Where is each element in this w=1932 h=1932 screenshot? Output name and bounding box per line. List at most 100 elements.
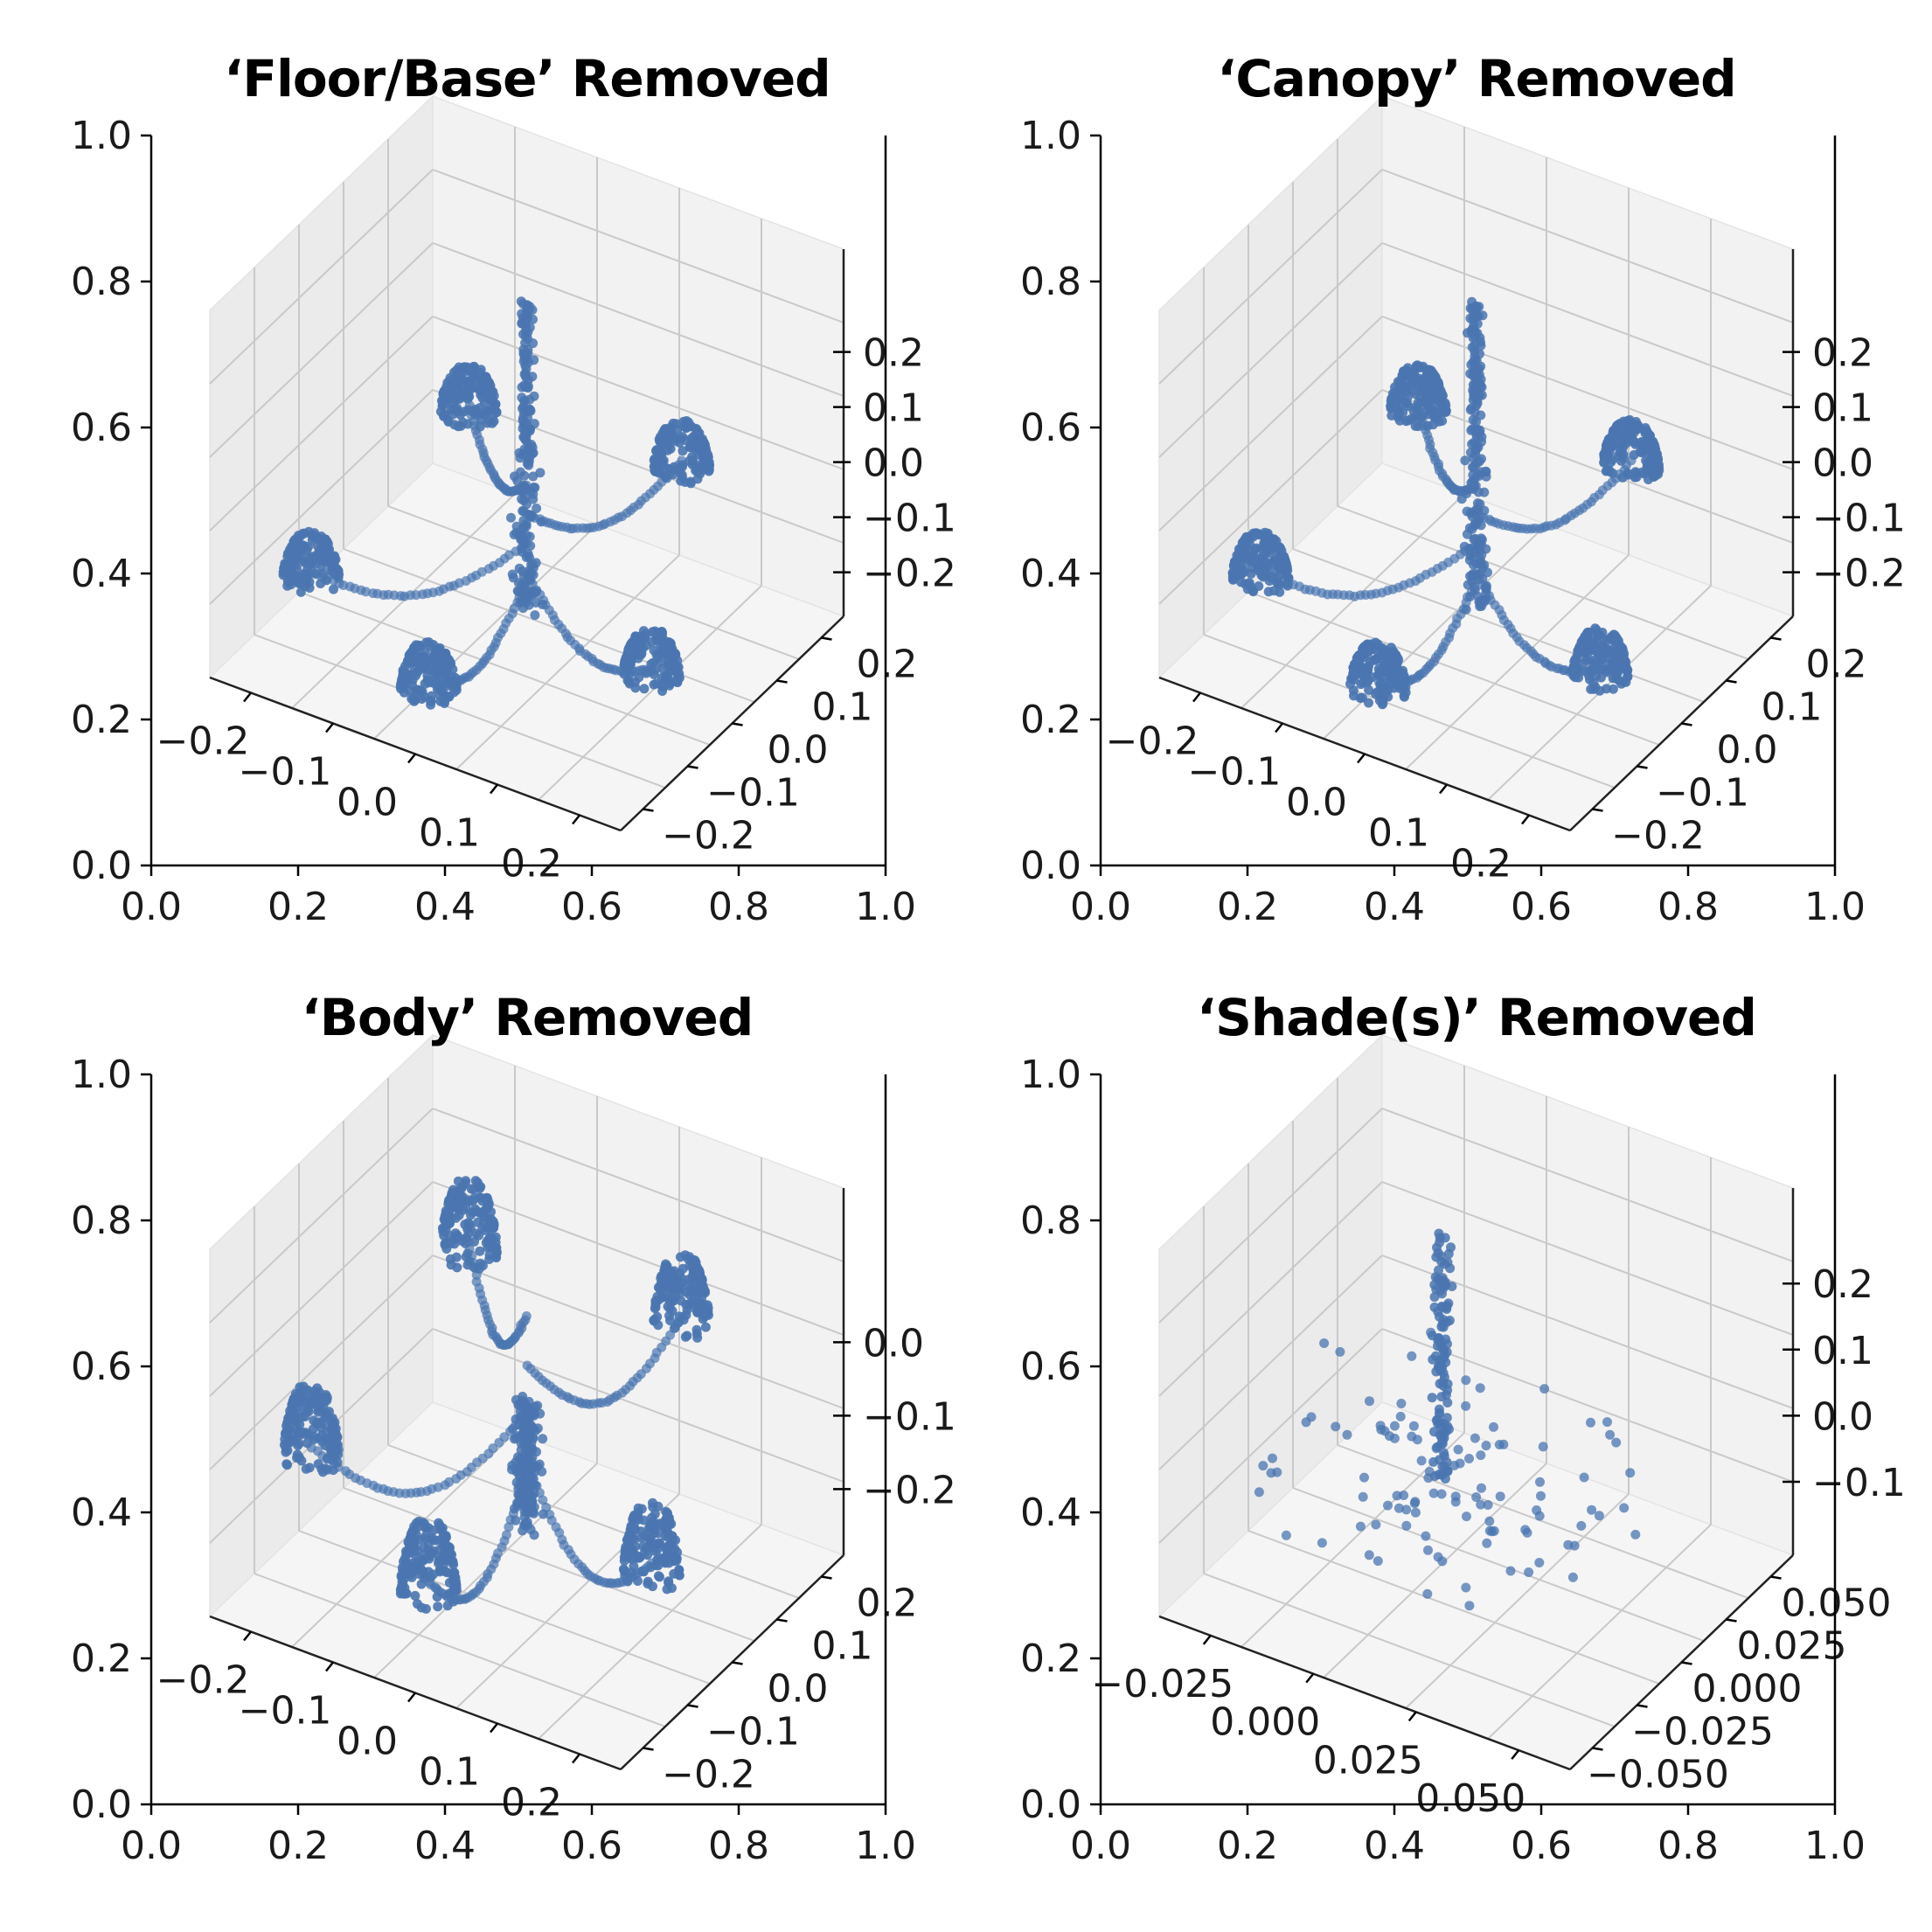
y3d-tick-label: 0.025 bbox=[1737, 1624, 1847, 1669]
x3d-axis-line bbox=[1158, 1615, 1571, 1771]
data-point bbox=[1461, 1400, 1471, 1411]
data-point bbox=[1364, 685, 1374, 695]
y3d-tick-label: 0.2 bbox=[857, 1581, 918, 1626]
data-point bbox=[475, 1246, 485, 1256]
data-point bbox=[1242, 584, 1253, 594]
y3d-tick-mark bbox=[821, 636, 832, 641]
data-point bbox=[660, 1261, 671, 1271]
data-point bbox=[442, 1601, 453, 1611]
outer-x-tick-label: 0.6 bbox=[561, 885, 622, 929]
data-point bbox=[1387, 664, 1398, 674]
data-point bbox=[1393, 405, 1403, 414]
data-point bbox=[688, 1290, 698, 1301]
data-point bbox=[282, 548, 293, 559]
data-point bbox=[1475, 499, 1485, 510]
outer-y-tick-label: 0.0 bbox=[71, 844, 132, 888]
data-point bbox=[1435, 386, 1446, 396]
y3d-tick-mark bbox=[1770, 636, 1782, 641]
y3d-tick-label: 0.050 bbox=[1782, 1581, 1892, 1626]
floor-gridline bbox=[1247, 1530, 1660, 1685]
outer-y-tick-label: 1.0 bbox=[71, 1053, 132, 1097]
data-point bbox=[1349, 691, 1359, 701]
data-point bbox=[1231, 556, 1241, 566]
back-gridline bbox=[1381, 1254, 1794, 1409]
data-point bbox=[1425, 365, 1435, 375]
data-point bbox=[1433, 1307, 1443, 1317]
floor-gridline bbox=[343, 548, 755, 703]
z3d-tick-label: 0.1 bbox=[1812, 386, 1873, 431]
data-point bbox=[522, 314, 532, 323]
data-point bbox=[1421, 377, 1431, 387]
data-point bbox=[1475, 537, 1485, 547]
data-point bbox=[534, 1459, 545, 1470]
chart-panel-3: −0.2−0.10.00.10.2−0.2−0.10.00.10.2−0.2−0… bbox=[71, 988, 956, 1868]
outer-y-tick-label: 1.0 bbox=[71, 114, 132, 158]
data-point bbox=[1438, 1428, 1449, 1439]
outer-x-tick-label: 0.2 bbox=[1217, 885, 1278, 929]
data-point bbox=[487, 387, 497, 398]
data-point bbox=[441, 1209, 451, 1220]
data-point bbox=[409, 1521, 420, 1532]
y3d-tick-mark bbox=[821, 1575, 832, 1580]
data-point bbox=[1364, 1550, 1374, 1560]
data-point bbox=[1374, 671, 1384, 681]
x3d-tick-label: −0.1 bbox=[239, 1689, 332, 1734]
data-point bbox=[479, 398, 490, 408]
y3d-tick-label: 0.000 bbox=[1692, 1667, 1803, 1712]
back-gridline bbox=[1381, 316, 1794, 470]
data-point bbox=[313, 550, 323, 560]
data-point bbox=[1471, 1492, 1482, 1502]
data-point bbox=[643, 1579, 653, 1589]
data-point bbox=[399, 1556, 408, 1567]
data-point bbox=[295, 548, 305, 559]
back-gridline bbox=[1381, 389, 1794, 544]
data-point bbox=[1421, 1531, 1431, 1541]
data-point bbox=[524, 1472, 533, 1482]
data-point bbox=[1257, 556, 1268, 566]
x3d-tick-mark bbox=[490, 783, 498, 795]
y3d-tick-mark bbox=[776, 1618, 788, 1623]
data-point bbox=[1596, 664, 1607, 675]
data-point bbox=[1494, 1440, 1505, 1449]
data-point bbox=[676, 476, 686, 486]
left-gridline bbox=[209, 169, 434, 385]
data-point bbox=[687, 455, 698, 465]
data-point bbox=[440, 1536, 450, 1546]
outer-y-tick-label: 0.6 bbox=[71, 406, 132, 450]
back-gridline bbox=[1381, 242, 1794, 397]
data-point bbox=[518, 523, 529, 533]
data-point bbox=[530, 610, 540, 621]
x3d-tick-label: 0.1 bbox=[1368, 811, 1429, 856]
data-point bbox=[664, 1552, 674, 1562]
data-point bbox=[407, 680, 417, 691]
z3d-tick-label: 0.1 bbox=[863, 386, 924, 431]
data-point bbox=[1435, 1455, 1444, 1465]
z3d-tick-label: 0.0 bbox=[1812, 1394, 1873, 1439]
floor-gridline bbox=[1203, 1573, 1616, 1727]
data-point bbox=[618, 1564, 629, 1574]
data-point bbox=[1602, 1417, 1612, 1428]
y3d-tick-mark bbox=[643, 1747, 654, 1751]
data-point bbox=[1429, 1292, 1440, 1303]
chart-title: ‘Floor/Base’ Removed bbox=[224, 49, 830, 108]
data-point bbox=[445, 1254, 455, 1264]
data-point bbox=[448, 405, 458, 415]
data-point bbox=[1465, 405, 1476, 415]
data-point bbox=[1407, 1351, 1417, 1361]
data-point bbox=[664, 680, 675, 691]
data-point bbox=[521, 322, 532, 331]
data-point bbox=[692, 1307, 703, 1317]
outer-y-tick-label: 0.8 bbox=[71, 260, 132, 304]
floor-gridline bbox=[387, 505, 800, 660]
data-point bbox=[663, 438, 673, 448]
data-point bbox=[1479, 596, 1490, 607]
data-point bbox=[1464, 1601, 1475, 1611]
data-point bbox=[1381, 656, 1392, 666]
y3d-tick-mark bbox=[687, 765, 698, 769]
data-point bbox=[1605, 1429, 1616, 1440]
y3d-tick-mark bbox=[1592, 808, 1603, 812]
data-point bbox=[1439, 1448, 1449, 1458]
data-point bbox=[1463, 580, 1473, 590]
data-point bbox=[1335, 1346, 1345, 1357]
data-point bbox=[307, 530, 317, 540]
